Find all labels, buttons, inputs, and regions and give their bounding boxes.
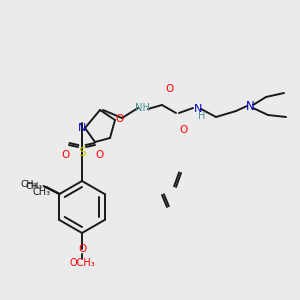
Text: O: O	[95, 150, 103, 160]
Text: O: O	[180, 125, 188, 135]
Text: OCH₃: OCH₃	[69, 258, 95, 268]
Text: S: S	[78, 146, 86, 160]
Text: O: O	[165, 84, 173, 94]
Text: CH₃: CH₃	[26, 182, 43, 190]
Text: H: H	[198, 111, 206, 121]
Text: N: N	[78, 123, 86, 133]
Text: N: N	[246, 100, 254, 113]
Text: CH₃: CH₃	[20, 179, 38, 188]
Text: CH₃: CH₃	[32, 187, 50, 197]
Text: O: O	[115, 114, 123, 124]
Text: O: O	[61, 150, 69, 160]
Text: O: O	[78, 244, 86, 254]
Text: NH: NH	[134, 103, 149, 113]
Text: N: N	[194, 104, 202, 114]
